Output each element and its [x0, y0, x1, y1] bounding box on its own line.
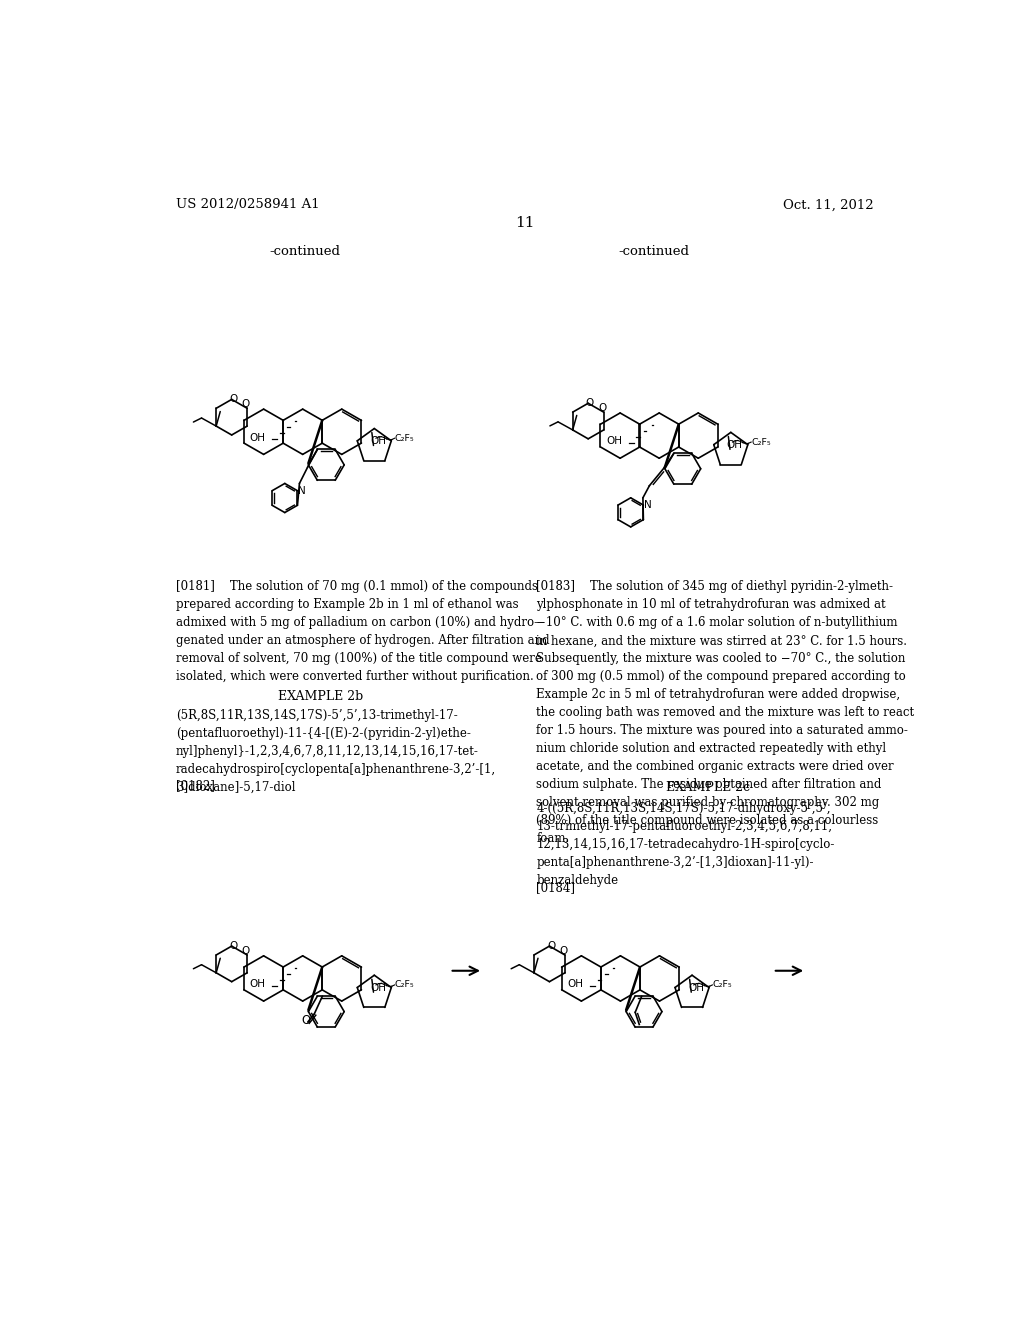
- Text: EXAMPLE 2c: EXAMPLE 2c: [666, 780, 750, 793]
- Text: [0181]    The solution of 70 mg (0.1 mmol) of the compounds
prepared according t: [0181] The solution of 70 mg (0.1 mmol) …: [176, 581, 550, 684]
- Text: N: N: [298, 486, 306, 496]
- Text: OH: OH: [727, 440, 742, 450]
- Text: OH: OH: [371, 437, 386, 446]
- Text: O: O: [242, 946, 250, 956]
- Text: 11: 11: [515, 216, 535, 230]
- Text: C₂F₅: C₂F₅: [394, 981, 415, 990]
- Text: EXAMPLE 2b: EXAMPLE 2b: [278, 689, 362, 702]
- Text: -continued: -continued: [269, 244, 340, 257]
- Text: O: O: [229, 941, 238, 952]
- Text: OH: OH: [567, 979, 584, 989]
- Text: O: O: [586, 399, 594, 408]
- Text: O: O: [598, 403, 606, 413]
- Text: 4-((5R,8S,11R,13S,14S,17S)-5,17-dihydroxy-5’,5’,
13-trimethyl-17-pentafluoroethy: 4-((5R,8S,11R,13S,14S,17S)-5,17-dihydrox…: [537, 803, 835, 887]
- Text: Oct. 11, 2012: Oct. 11, 2012: [783, 198, 873, 211]
- Text: OH: OH: [250, 433, 265, 442]
- Text: [0182]: [0182]: [176, 779, 215, 792]
- Text: N: N: [644, 500, 652, 510]
- Text: OH: OH: [371, 983, 386, 993]
- Text: OH: OH: [688, 983, 703, 993]
- Text: C₂F₅: C₂F₅: [752, 437, 771, 446]
- Text: OH: OH: [606, 437, 623, 446]
- Text: US 2012/0258941 A1: US 2012/0258941 A1: [176, 198, 319, 211]
- Text: -continued: -continued: [617, 244, 689, 257]
- Text: OH: OH: [250, 979, 265, 989]
- Text: C₂F₅: C₂F₅: [394, 434, 415, 442]
- Text: O: O: [242, 399, 250, 409]
- Text: [0184]: [0184]: [537, 880, 575, 894]
- Text: O: O: [547, 941, 555, 952]
- Text: O: O: [229, 395, 238, 404]
- Text: O: O: [302, 1014, 310, 1027]
- Text: O: O: [559, 946, 567, 956]
- Text: C₂F₅: C₂F₅: [713, 981, 732, 990]
- Text: (5R,8S,11R,13S,14S,17S)-5’,5’,13-trimethyl-17-
(pentafluoroethyl)-11-{4-[(E)-2-(: (5R,8S,11R,13S,14S,17S)-5’,5’,13-trimeth…: [176, 709, 497, 793]
- Text: [0183]    The solution of 345 mg of diethyl pyridin-2-ylmeth-
ylphosphonate in 1: [0183] The solution of 345 mg of diethyl…: [537, 581, 914, 845]
